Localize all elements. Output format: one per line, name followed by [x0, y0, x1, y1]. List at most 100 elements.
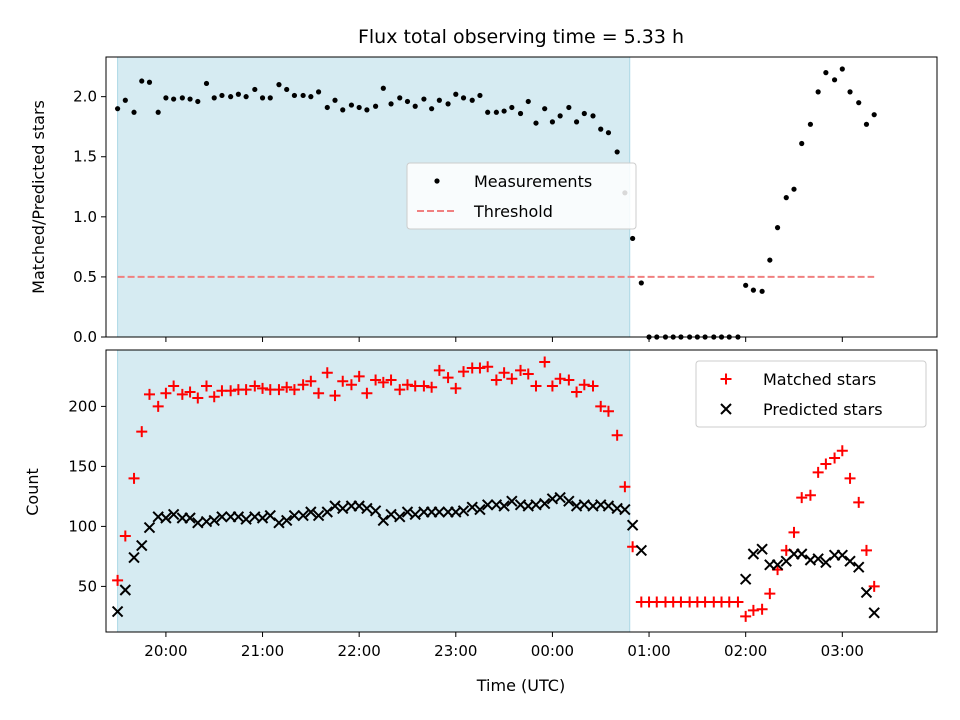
data-point [517, 110, 524, 117]
data-point [605, 130, 612, 136]
data-point [812, 466, 824, 478]
data-point [453, 91, 459, 97]
data-point [240, 513, 252, 525]
x-tick-label: 20:00 [144, 642, 187, 660]
data-point [211, 95, 217, 101]
data-point [549, 119, 556, 125]
data-point [112, 574, 124, 586]
data-point [284, 86, 290, 93]
data-point [429, 106, 435, 112]
data-point [804, 489, 816, 501]
data-point [630, 235, 636, 242]
data-point [788, 526, 800, 538]
data-point [184, 386, 196, 398]
data-point [401, 379, 413, 391]
x-axis-label: Time (UTC) [476, 676, 565, 695]
data-point [305, 506, 317, 518]
data-point [457, 505, 470, 517]
data-point [136, 539, 148, 552]
series-matched-stars [112, 356, 880, 622]
data-point [764, 588, 776, 600]
data-point [469, 97, 475, 103]
data-point [836, 549, 849, 561]
data-point [477, 92, 483, 99]
x-tick-label: 23:00 [434, 642, 477, 660]
data-point [337, 502, 349, 515]
data-point [280, 514, 293, 527]
x-tick-label: 21:00 [241, 642, 284, 660]
data-point [372, 103, 379, 109]
data-point [458, 366, 470, 378]
data-point [163, 95, 169, 101]
data-point [267, 95, 273, 101]
data-point [796, 548, 808, 560]
data-point [557, 113, 563, 119]
data-point [385, 374, 397, 386]
data-point [573, 119, 580, 125]
data-point [863, 121, 870, 127]
data-point [160, 512, 172, 524]
data-point [756, 543, 768, 555]
data-point [445, 101, 451, 107]
data-point [614, 149, 620, 155]
data-point [563, 374, 575, 386]
data-point [829, 452, 841, 464]
data-point [812, 553, 824, 565]
data-point [195, 98, 201, 105]
data-point [321, 506, 333, 518]
data-point [249, 380, 261, 392]
data-point [340, 107, 346, 113]
data-point [839, 66, 845, 72]
data-point [638, 280, 644, 286]
y-tick-label: 200 [68, 397, 97, 415]
data-point [791, 186, 797, 192]
data-point [490, 374, 502, 386]
data-point [421, 96, 427, 102]
data-point [771, 559, 784, 571]
data-point [506, 373, 518, 385]
data-point [815, 89, 821, 95]
data-point [356, 104, 362, 111]
data-point [602, 405, 614, 417]
data-point [566, 104, 572, 111]
data-point [401, 506, 414, 518]
data-point [823, 70, 829, 76]
data-point [581, 110, 587, 117]
data-point [474, 362, 486, 374]
data-point [324, 104, 330, 111]
measurements-plot-area: 0.0 0.5 1.0 1.5 2.0 Measurements Threshold [73, 56, 938, 346]
data-point [627, 541, 639, 553]
data-point [460, 95, 467, 101]
data-point [200, 380, 212, 392]
bottom-y-axis-label: Count [23, 468, 42, 516]
data-point [783, 195, 789, 201]
data-point [388, 101, 394, 107]
legend: Matched stars Predicted stars [695, 360, 927, 428]
data-point [160, 387, 172, 399]
data-point [525, 98, 531, 105]
data-point [482, 361, 494, 373]
data-point [240, 384, 252, 396]
data-point [807, 121, 814, 127]
data-point [774, 225, 781, 231]
data-point [114, 106, 121, 112]
legend-marker [720, 373, 732, 385]
data-point [571, 386, 583, 398]
data-point [530, 380, 542, 392]
counts-panel: 50 100 150 200 20:00 21:00 22:00 23:00 00:00 01:0… [23, 349, 938, 695]
data-point [288, 384, 300, 396]
data-point [542, 106, 548, 112]
data-point [361, 387, 373, 399]
data-point [225, 385, 237, 397]
data-point [252, 86, 258, 93]
data-point [404, 98, 411, 105]
data-point [799, 140, 805, 147]
data-point [426, 381, 438, 393]
data-point [257, 382, 269, 394]
data-point [370, 374, 382, 386]
data-point [554, 491, 566, 504]
data-point [820, 458, 832, 470]
data-point [152, 400, 164, 412]
data-point [412, 103, 418, 109]
data-point [498, 367, 510, 379]
